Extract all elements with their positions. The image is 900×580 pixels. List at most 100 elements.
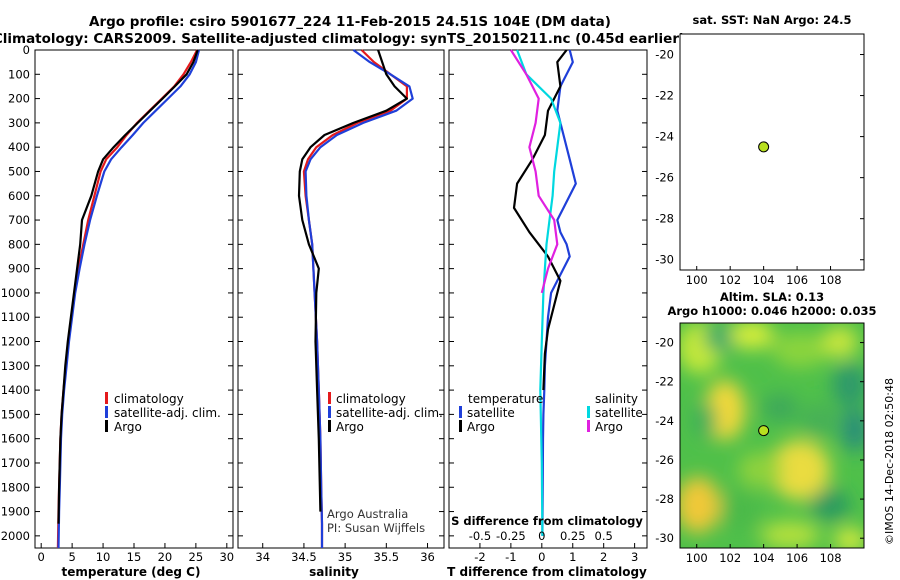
- s-diff-tick-label: 0: [538, 529, 545, 543]
- x-tick-label: 30: [219, 550, 234, 564]
- legend-label-climatology: climatology: [336, 392, 406, 406]
- series-line-satellite-adj-clim-: [57, 49, 201, 549]
- legend-swatch-salt-argo: [587, 420, 590, 432]
- t-difference-axis-label: T difference from climatology: [447, 565, 647, 579]
- sst-map-ticks: 100 102 104 106 108 -20 -22 -24 -26 -28 -30: [655, 48, 864, 287]
- sst-map-title: sat. SST: NaN Argo: 24.5: [692, 13, 851, 27]
- s-diff-tick-label: 0.25: [560, 529, 586, 543]
- depth-tick-label: 1000: [1, 286, 30, 300]
- legend-swatch-temp-satellite: [459, 406, 462, 418]
- map-y-tick-label: -26: [655, 171, 674, 185]
- salinity-axis-label: salinity: [309, 565, 359, 579]
- legend-label-salt-argo: Argo: [595, 420, 623, 434]
- legend-swatch-satellite: [328, 406, 331, 418]
- series-line-satellite-adj-clim-: [304, 49, 414, 548]
- map-y-tick-label: -22: [655, 89, 674, 103]
- map-x-tick-label: 100: [686, 273, 708, 287]
- legend-swatch-climatology: [105, 392, 108, 404]
- depth-tick-label: 800: [8, 237, 30, 251]
- depth-tick-label: 900: [8, 262, 30, 276]
- salinity-legend: climatology satellite-adj. clim. Argo: [328, 392, 443, 434]
- map-x-tick-label: 104: [753, 273, 775, 287]
- x-tick-label: 34.5: [291, 550, 317, 564]
- map-x-tick-label: 104: [753, 551, 775, 565]
- depth-tick-label: 700: [8, 213, 30, 227]
- series-line-argo: [57, 49, 199, 524]
- salinity-series: [297, 49, 414, 548]
- depth-tick-label: 2000: [1, 529, 30, 543]
- difference-legend: temperature satellite Argo salinity sate…: [459, 392, 643, 434]
- x-tick-label: 36: [420, 550, 435, 564]
- difference-series: [509, 49, 577, 536]
- map-x-tick-label: 102: [719, 273, 741, 287]
- depth-tick-label: 1100: [1, 310, 30, 324]
- legend-title-temperature: temperature: [468, 392, 543, 406]
- legend-label-temp-argo: Argo: [467, 420, 495, 434]
- x-tick-label: 0: [538, 550, 545, 564]
- sla-map-title: Altim. SLA: 0.13: [720, 290, 824, 304]
- depth-axis: 0 100 200 300 400 500 600 700 800 900 1000 1100 1200…: [1, 43, 647, 543]
- legend-swatch-argo: [105, 420, 108, 432]
- s-diff-tick-label: 0.5: [595, 529, 613, 543]
- sla-map-ticks: 100 102 104 106 108 -20 -22 -24 -26 -28 -30: [655, 336, 864, 565]
- x-tick-label: 34: [255, 550, 270, 564]
- sla-map-frame: [679, 322, 865, 549]
- depth-tick-label: 1500: [1, 407, 30, 421]
- figure-title-line1: Argo profile: csiro 5901677_224 11-Feb-2…: [89, 14, 611, 30]
- depth-tick-label: 1200: [1, 335, 30, 349]
- legend-label-argo: Argo: [336, 420, 364, 434]
- legend-label-argo: Argo: [114, 420, 142, 434]
- legend-label-satellite: satellite-adj. clim.: [336, 406, 443, 420]
- temperature-axis-label: temperature (deg C): [62, 565, 201, 579]
- s-diff-tick-label: -0.25: [496, 529, 526, 543]
- annotation-argo-australia: Argo Australia: [327, 507, 408, 521]
- depth-tick-label: 100: [8, 67, 30, 81]
- depth-tick-label: 200: [8, 92, 30, 106]
- series-line-argo: [297, 49, 408, 512]
- difference-plot-frame: [448, 49, 648, 549]
- depth-tick-label: 400: [8, 140, 30, 154]
- map-y-tick-label: -20: [655, 336, 674, 350]
- map-y-tick-label: -22: [655, 375, 674, 389]
- map-x-tick-label: 106: [786, 273, 808, 287]
- temperature-x-ticks: 0 5 10 15 20 25 30: [38, 543, 234, 564]
- map-y-tick-label: -26: [655, 453, 674, 467]
- series-line-salinity-satellite: [516, 49, 562, 536]
- map-x-tick-label: 100: [686, 551, 708, 565]
- depth-tick-label: 300: [8, 116, 30, 130]
- depth-tick-label: 600: [8, 189, 30, 203]
- legend-swatch-temp-argo: [459, 420, 462, 432]
- annotation-pi: PI: Susan Wijffels: [327, 521, 425, 535]
- s-difference-axis-label: S difference from climatology: [451, 514, 643, 528]
- x-tick-label: 2: [600, 550, 607, 564]
- legend-swatch-satellite: [105, 406, 108, 418]
- depth-tick-label: 1600: [1, 432, 30, 446]
- depth-tick-label: 1700: [1, 456, 30, 470]
- depth-tick-label: 1400: [1, 383, 30, 397]
- legend-title-salinity: salinity: [595, 392, 638, 406]
- sla-heatmap: [680, 323, 864, 548]
- figure-title-line2: Climatology: CARS2009. Satellite-adjuste…: [0, 31, 685, 47]
- difference-x-ticks: -2 -1 0 1 2 3: [474, 543, 638, 564]
- legend-label-satellite: satellite-adj. clim.: [114, 406, 221, 420]
- x-tick-label: 1: [569, 550, 576, 564]
- series-line-temperature-satellite: [541, 49, 577, 536]
- depth-tick-label: 500: [8, 164, 30, 178]
- map-x-tick-label: 108: [820, 273, 842, 287]
- legend-swatch-argo: [328, 420, 331, 432]
- map-y-tick-label: -28: [655, 492, 674, 506]
- map-y-tick-label: -30: [655, 253, 674, 267]
- temperature-legend: climatology satellite-adj. clim. Argo: [105, 392, 221, 434]
- map-x-tick-label: 106: [786, 551, 808, 565]
- map-x-tick-label: 108: [820, 551, 842, 565]
- depth-tick-label: 1800: [1, 480, 30, 494]
- x-tick-label: 35: [338, 550, 353, 564]
- series-line-temperature-argo: [512, 49, 568, 391]
- x-tick-label: 25: [189, 550, 204, 564]
- s-difference-ticks: -0.5 -0.25 0 0.25 0.5: [469, 529, 613, 543]
- series-line-salinity-argo: [509, 49, 559, 294]
- map-y-tick-label: -20: [655, 48, 674, 62]
- x-tick-label: 5: [68, 550, 75, 564]
- argo-position-marker-sla: [758, 425, 770, 437]
